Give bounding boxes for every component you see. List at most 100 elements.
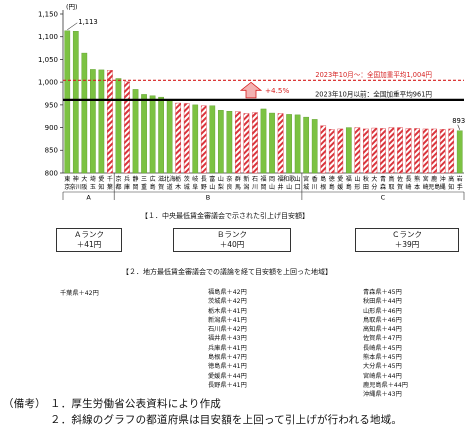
x-label-line2: 崎	[423, 183, 429, 191]
rank-c-list: 青森県＋45円 秋田県＋44円 山形県＋46円 鳥取県＋46円 高知県＋44円 佐賀県＋4…	[363, 288, 408, 400]
rank-c-label: Ｃランク	[392, 230, 422, 239]
x-label-line2: 城	[303, 184, 309, 191]
bar-徳島	[328, 129, 335, 174]
bar-岩手	[456, 130, 463, 174]
x-label-line2: 良	[226, 183, 232, 191]
rank-b-box: Ｂランク ＋40円	[173, 228, 291, 252]
note-1: １．厚生労働省公表資料により作成	[50, 398, 221, 410]
x-label-line1: 徳	[329, 175, 335, 183]
list-item: 長崎県＋45円	[363, 344, 402, 352]
bar-愛知	[98, 69, 105, 174]
rank-a-list: 千葉県＋42円	[60, 289, 99, 298]
bar-沖縄	[439, 129, 446, 174]
x-label-line1: 群	[235, 175, 241, 183]
x-label-line1: 熊	[414, 175, 420, 183]
x-label-line1: 北海	[164, 175, 176, 183]
list-item: 熊本県＋45円	[363, 354, 402, 362]
x-label-line1: 福	[346, 175, 352, 183]
bar-山形	[354, 127, 361, 174]
bar-京都	[115, 78, 122, 174]
list-item: 島根県＋47円	[208, 354, 247, 362]
section2-title: 【２．地方最低賃金審議会での議論を経て目安額を上回った地域】	[122, 268, 332, 276]
ref-label-before: 2023年10月以前：全国加重平均961円	[315, 89, 432, 98]
y-tick-label: 1,150	[38, 10, 58, 18]
x-label-line1: 鳥	[388, 175, 394, 183]
y-tick-label: 1,000	[38, 79, 58, 87]
bar-鹿児島	[431, 128, 437, 174]
bar-富山	[209, 105, 216, 174]
bar-奈良	[226, 111, 233, 174]
bar-茨城	[183, 103, 190, 174]
x-label-line2: 山	[269, 183, 275, 191]
x-label-line2: 木	[175, 183, 181, 191]
list-item: 千葉県＋42円	[60, 290, 99, 297]
x-label-line2: 川	[312, 184, 318, 191]
x-label-line1: 岡	[269, 176, 275, 183]
bar-千葉	[107, 70, 113, 174]
increase-label: +4.5%	[265, 86, 289, 95]
x-label-line1: 島	[320, 175, 326, 183]
x-label-line2: 島	[329, 183, 335, 191]
bar-長崎	[405, 128, 412, 174]
x-label-line2: 島	[150, 183, 156, 191]
x-label-line1: 富	[209, 175, 215, 183]
x-label-line2: 口	[295, 184, 301, 191]
x-label-line1: 福	[278, 175, 284, 183]
x-label-line1: 大	[371, 175, 377, 183]
x-label-line1: 京	[115, 175, 121, 183]
bars	[64, 30, 463, 174]
bar-宮崎	[422, 128, 429, 174]
list-item: 茨城県＋42円	[208, 298, 247, 306]
x-label-line1: 新	[243, 175, 249, 183]
x-label-line1: 栃	[175, 175, 181, 183]
x-label-line2: 野	[201, 183, 207, 191]
list-item: 石川県＋42円	[208, 326, 247, 334]
x-label-line1: 香	[312, 175, 318, 183]
list-item: 福井県＋43円	[208, 335, 247, 343]
x-label-line2: 梨	[218, 183, 224, 191]
rank-row: A B C	[62, 173, 465, 201]
bar-福岡	[260, 108, 267, 174]
x-label-line1: 神	[73, 175, 79, 183]
x-label-line1: 秋	[363, 175, 369, 183]
x-label-line2: 岡	[133, 184, 139, 191]
bar-岐阜	[192, 104, 199, 174]
rank-b-label: Ｂランク	[217, 230, 247, 239]
x-label-line2: 阜	[192, 183, 198, 191]
list-item: 沖縄県＋43円	[363, 391, 402, 399]
x-label-line2: 井	[278, 183, 284, 191]
list-item: 長野県＋41円	[208, 381, 247, 389]
y-tick-label: 1,050	[38, 56, 58, 64]
x-label-line1: 大	[81, 175, 87, 183]
x-label-line2: 本	[414, 183, 420, 191]
bar-香川	[311, 119, 318, 174]
list-item: 高知県＋44円	[363, 326, 402, 334]
x-label-line2: 田	[363, 184, 369, 191]
section1-title: 【１．中央最低賃金審議会で示された引上げ目安額】	[141, 212, 309, 220]
x-label-line2: 川	[252, 184, 258, 191]
x-label-line1: 山	[218, 175, 224, 183]
x-label-line2: 山	[209, 183, 215, 191]
x-label-line1: 福	[260, 175, 266, 183]
x-label-line2: 根	[320, 183, 326, 191]
list-item: 栃木県＋41円	[208, 307, 247, 315]
min-wage-bar-chart: (円) 1,150 1,100 1,050 1,000 950 900 850 800 202…	[38, 3, 465, 201]
bar-和歌山	[286, 114, 292, 174]
x-label-line1: 滋	[158, 175, 164, 183]
list-item: 大分県＋45円	[363, 363, 402, 371]
list-item: 福島県＋42円	[208, 289, 247, 296]
x-label-line2: 賀	[397, 183, 403, 191]
bar-愛媛	[337, 128, 344, 174]
x-label-line2: 城	[184, 184, 190, 191]
x-label-line1: 山	[295, 175, 301, 183]
notes-prefix: （備考）	[3, 398, 46, 410]
rank-a-label: Ａランク	[74, 230, 104, 239]
list-item: 兵庫県＋41円	[208, 344, 247, 352]
bar-滋賀	[158, 96, 164, 174]
x-label-line1: 佐	[397, 175, 403, 183]
x-label-line1: 三	[141, 176, 147, 183]
note-2: ２．斜線のグラフの都道府県は目安額を上回って引上げが行われる地域。	[50, 414, 403, 426]
x-label-line1: 和歌	[283, 175, 295, 183]
y-unit-label: (円)	[66, 3, 78, 11]
rank-label: B	[206, 194, 210, 201]
